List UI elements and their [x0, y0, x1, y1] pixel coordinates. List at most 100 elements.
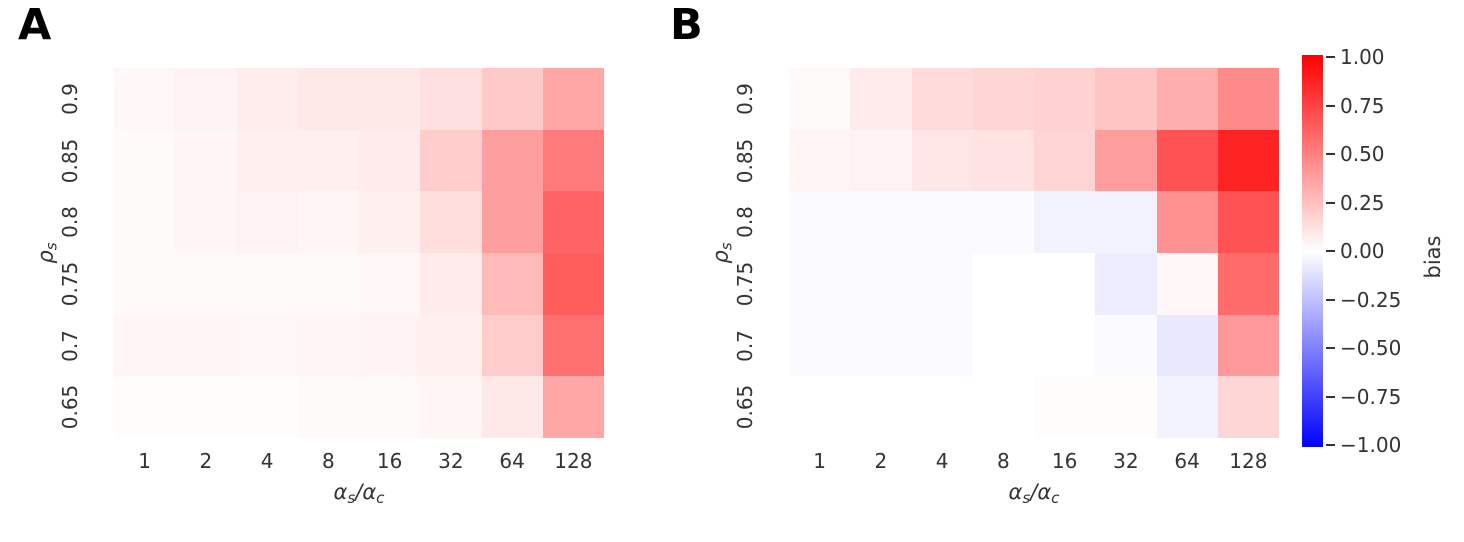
panel-b-heatmap: [789, 68, 1279, 438]
heatmap-cell: [481, 68, 543, 130]
x-axis-title-separator: /: [355, 480, 363, 504]
heatmap-cell: [359, 191, 421, 253]
x-tick-label: 4: [260, 449, 274, 473]
heatmap-cell: [850, 253, 912, 315]
heatmap-cell: [1156, 129, 1218, 192]
heatmap-cell: [175, 314, 237, 377]
heatmap-cell: [114, 129, 176, 192]
heatmap-cell: [972, 253, 1034, 315]
heatmap-cell: [420, 191, 482, 253]
heatmap-cell: [1034, 314, 1096, 377]
x-tick-label: 64: [1174, 449, 1200, 473]
heatmap-cell: [1156, 314, 1218, 377]
heatmap-cell: [297, 314, 359, 377]
heatmap-cell: [481, 191, 543, 253]
heatmap-cell: [420, 129, 482, 192]
heatmap-cell: [359, 253, 421, 315]
heatmap-cell: [911, 68, 973, 130]
y-axis-title-symbol: ρ: [708, 250, 733, 264]
heatmap-cell: [114, 376, 176, 438]
heatmap-cell: [359, 376, 421, 438]
x-tick-label: 2: [199, 449, 213, 473]
heatmap-cell: [972, 314, 1034, 377]
x-tick-label: 64: [499, 449, 525, 473]
x-tick-label: 4: [935, 449, 949, 473]
panel-a: A ρs 0.9 0.85 0.8 0.75 0.7 0.65 1 2 4 8 16 32 64 128…: [18, 0, 604, 508]
panel-b: B ρs 0.9 0.85 0.8 0.75 0.7 0.65 1 2 4 8 16 32 64 128…: [670, 0, 1435, 542]
panel-a-label: A: [18, 0, 52, 50]
heatmap-cell: [1095, 253, 1157, 315]
x-tick-label: 128: [1229, 449, 1268, 473]
heatmap-cell: [850, 68, 912, 130]
heatmap-cell: [297, 129, 359, 192]
heatmap-cell: [1095, 314, 1157, 377]
heatmap-cell: [1156, 191, 1218, 253]
y-tick-label: 0.85: [58, 138, 82, 183]
heatmap-cell: [789, 314, 851, 377]
heatmap-cell: [1095, 376, 1157, 438]
y-tick-label: 0.75: [733, 261, 757, 307]
heatmap-cell: [542, 253, 604, 315]
x-tick-label: 32: [1113, 449, 1139, 473]
heatmap-cell: [542, 191, 604, 253]
heatmap-cell: [420, 253, 482, 315]
heatmap-cell: [911, 314, 973, 377]
heatmap-cell: [297, 376, 359, 438]
heatmap-cell: [1095, 129, 1157, 192]
x-axis-title-subscript-1: s: [347, 489, 356, 508]
x-axis-title-symbol-1: α: [333, 480, 348, 504]
heatmap-cell: [359, 314, 421, 377]
heatmap-cell: [1217, 68, 1279, 130]
panel-a-y-tick-labels: 0.9 0.85 0.8 0.75 0.7 0.65: [58, 68, 82, 438]
heatmap-cell: [1034, 191, 1096, 253]
heatmap-cell: [297, 253, 359, 315]
heatmap-cell: [236, 68, 298, 130]
y-tick-label: 0.9: [58, 82, 82, 115]
heatmap-cell: [1156, 376, 1218, 438]
panel-a-y-axis-title: ρs: [33, 242, 60, 263]
heatmap-cell: [175, 129, 237, 192]
heatmap-cell: [236, 253, 298, 315]
panel-a-x-tick-labels: 1 2 4 8 16 32 64 128: [114, 447, 604, 475]
heatmap-cell: [420, 314, 482, 377]
heatmap-cell: [972, 129, 1034, 192]
heatmap-cell: [911, 191, 973, 253]
heatmap-cell: [972, 376, 1034, 438]
heatmap-cell: [175, 253, 237, 315]
heatmap-cell: [481, 376, 543, 438]
panel-b-y-axis-title: ρs: [708, 242, 735, 263]
x-axis-title-separator: /: [1030, 480, 1038, 504]
heatmap-cell: [236, 314, 298, 377]
heatmap-cell: [911, 129, 973, 192]
heatmap-cell: [1156, 253, 1218, 315]
heatmap-cell: [911, 253, 973, 315]
heatmap-cell: [175, 68, 237, 130]
heatmap-cell: [236, 191, 298, 253]
heatmap-cell: [481, 129, 543, 192]
heatmap-cell: [236, 129, 298, 192]
heatmap-cell: [420, 376, 482, 438]
heatmap-cell: [1217, 129, 1279, 192]
x-axis-title-symbol-2: α: [1037, 480, 1052, 504]
panel-b-label: B: [670, 0, 703, 50]
heatmap-cell: [1034, 129, 1096, 192]
x-axis-title-subscript-2: c: [1051, 489, 1060, 508]
heatmap-cell: [481, 253, 543, 315]
heatmap-cell: [1217, 376, 1279, 438]
heatmap-cell: [1217, 314, 1279, 377]
heatmap-cell: [1095, 191, 1157, 253]
heatmap-cell: [542, 68, 604, 130]
heatmap-cell: [359, 129, 421, 192]
y-tick-label: 0.75: [58, 261, 82, 307]
y-tick-label: 0.85: [733, 138, 757, 183]
panel-a-heatmap: [114, 68, 604, 438]
y-tick-label: 0.65: [733, 384, 757, 430]
x-axis-title-subscript-2: c: [376, 489, 385, 508]
heatmap-cell: [1156, 68, 1218, 130]
heatmap-cell: [789, 191, 851, 253]
panel-b-x-tick-labels: 1 2 4 8 16 32 64 128: [789, 447, 1279, 475]
heatmap-cell: [972, 68, 1034, 130]
x-tick-label: 32: [438, 449, 464, 473]
heatmap-cell: [236, 376, 298, 438]
